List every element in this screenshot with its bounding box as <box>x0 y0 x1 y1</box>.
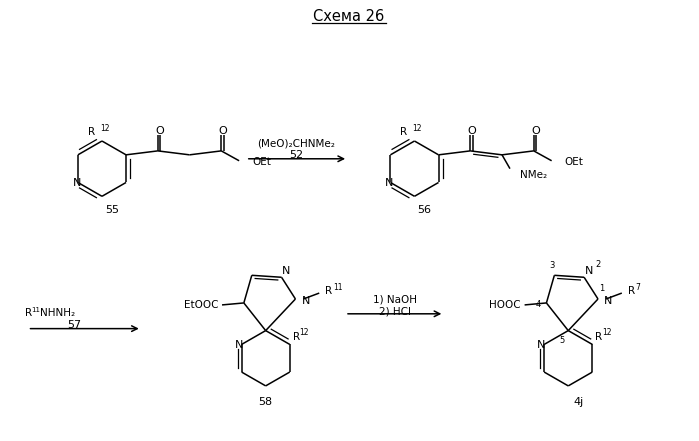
Text: 56: 56 <box>417 205 431 215</box>
Text: R: R <box>596 332 603 341</box>
Text: N: N <box>301 296 310 306</box>
Text: 57: 57 <box>67 320 81 330</box>
Text: R: R <box>88 127 95 137</box>
Text: 3: 3 <box>549 261 555 270</box>
Text: (MeO)₂CHNMe₂: (MeO)₂CHNMe₂ <box>257 139 336 149</box>
Text: OEt: OEt <box>252 157 271 167</box>
Text: N: N <box>282 266 291 277</box>
Text: 2: 2 <box>596 260 600 269</box>
Text: R: R <box>628 286 635 296</box>
Text: N: N <box>385 179 394 188</box>
Text: 4j: 4j <box>573 397 583 407</box>
Text: 52: 52 <box>289 150 303 160</box>
Text: O: O <box>218 126 227 136</box>
Text: 11: 11 <box>333 283 343 292</box>
Text: 12: 12 <box>412 123 422 133</box>
Text: 12: 12 <box>603 328 612 337</box>
Text: 1) NaOH: 1) NaOH <box>373 295 417 305</box>
Text: R: R <box>293 332 300 341</box>
Text: 4: 4 <box>536 300 541 310</box>
Text: 1: 1 <box>599 284 605 293</box>
Text: EtOOC: EtOOC <box>184 300 218 310</box>
Text: N: N <box>73 179 81 188</box>
Text: 5: 5 <box>560 336 565 345</box>
Text: 58: 58 <box>259 397 273 407</box>
Text: R: R <box>325 286 332 296</box>
Text: OEt: OEt <box>565 157 584 167</box>
Text: NMe₂: NMe₂ <box>520 170 547 179</box>
Text: 7: 7 <box>635 283 640 292</box>
Text: O: O <box>468 126 476 136</box>
Text: 2) HCl: 2) HCl <box>379 307 410 317</box>
Text: NHNH₂: NHNH₂ <box>41 308 75 318</box>
Text: N: N <box>585 266 593 277</box>
Text: 11: 11 <box>31 307 41 313</box>
Text: 12: 12 <box>300 328 309 337</box>
Text: O: O <box>531 126 540 136</box>
Text: HOOC: HOOC <box>489 300 521 310</box>
Text: 12: 12 <box>100 123 110 133</box>
Text: R: R <box>401 127 408 137</box>
Text: O: O <box>155 126 164 136</box>
Text: R: R <box>24 308 31 318</box>
Text: N: N <box>234 340 243 351</box>
Text: N: N <box>604 296 612 306</box>
Text: N: N <box>537 340 545 351</box>
Text: Схема 26: Схема 26 <box>313 9 384 24</box>
Text: 55: 55 <box>105 205 119 215</box>
